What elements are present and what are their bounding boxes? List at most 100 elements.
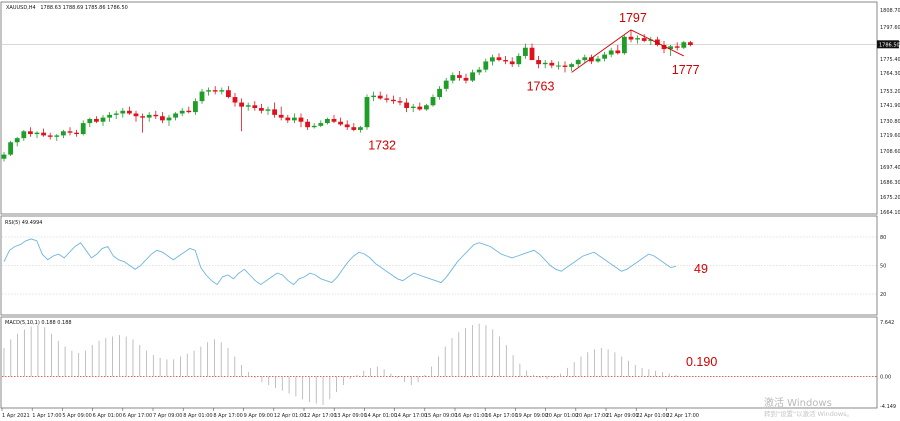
candle [80, 120, 86, 136]
candle-body [688, 42, 693, 45]
candle-body [285, 117, 291, 121]
price-axis: 1808.70 1797.60 1786.50 1775.40 1764.30 1753.… [880, 8, 900, 216]
candle [133, 110, 139, 122]
candle-body [61, 131, 66, 136]
candle-body [179, 110, 185, 114]
candle-body [457, 75, 462, 78]
candle [358, 125, 363, 133]
candle [556, 61, 561, 70]
candle-body [404, 102, 409, 109]
time-tick-label: 16 Apr 01:00 [455, 413, 488, 419]
time-tick-label: 19 Apr 09:00 [515, 413, 548, 419]
candle-body [127, 110, 132, 114]
candle [483, 58, 489, 73]
candle-body [397, 101, 403, 103]
candle [338, 117, 343, 126]
candle-body [344, 124, 350, 128]
price-tick-label: 1675.20 [880, 195, 900, 201]
rsi-level-label: 20 [880, 292, 886, 298]
candle [424, 103, 429, 111]
candle [595, 55, 601, 63]
time-tick-label: 8 Apr 01:00 [183, 413, 212, 419]
candle [509, 57, 515, 67]
candle-body [496, 57, 502, 61]
candle-body [41, 132, 46, 136]
candle-body [219, 90, 225, 92]
price-tick-label: 1764.30 [880, 71, 900, 77]
candle-body [245, 105, 251, 107]
candle [34, 131, 40, 139]
candle-body [463, 77, 469, 81]
candle-body [503, 60, 508, 62]
candle [397, 97, 403, 106]
candle [457, 71, 462, 81]
candle-body [1, 154, 7, 159]
candle [120, 108, 126, 118]
candle [470, 69, 475, 82]
candle [377, 91, 383, 100]
time-tick-label: 5 Apr 09:00 [62, 413, 91, 419]
candle-body [556, 65, 561, 67]
candle-body [351, 127, 357, 130]
time-tick-label: 15 Apr 09:00 [425, 413, 458, 419]
trendline [571, 29, 632, 73]
candle-body [292, 117, 297, 121]
macd-histogram [3, 323, 677, 405]
candle [641, 34, 647, 43]
candle [628, 29, 634, 43]
candle [430, 94, 436, 107]
candle-body [615, 50, 621, 54]
price-tick-label: 1708.60 [880, 149, 900, 155]
activation-watermark-title: 激活 Windows [764, 396, 832, 409]
candle-body [28, 131, 33, 135]
candle [615, 44, 621, 55]
candle-body [338, 121, 343, 125]
candle [67, 127, 73, 136]
time-tick-label: 7 Apr 09:00 [153, 413, 182, 419]
candle [503, 55, 508, 65]
candle [516, 53, 522, 67]
candle [206, 87, 211, 96]
price-panel-frame [0, 1, 878, 215]
candle [655, 36, 660, 47]
candle-body [582, 57, 588, 61]
candle [325, 117, 330, 125]
candle-body [298, 117, 304, 122]
candle [47, 132, 53, 140]
candle [569, 62, 574, 72]
price-annotations: 1797 1763 1732 1777 [368, 11, 699, 152]
macd-tick-label: 0.00 [880, 374, 891, 380]
price-annotation: 1777 [672, 63, 700, 77]
candle-body [608, 50, 614, 55]
candle-body [569, 64, 574, 67]
candle-body [140, 116, 145, 118]
candle-body [8, 142, 13, 155]
candle-body [595, 58, 601, 62]
candle-body [424, 105, 429, 110]
candle-body [358, 127, 363, 130]
candle-body [470, 72, 475, 81]
candle-body [14, 138, 20, 143]
candle [61, 129, 66, 139]
candle-body [417, 106, 423, 110]
candle-body [278, 114, 284, 118]
time-tick-label: 14 Apr 01:00 [364, 413, 397, 419]
candle [212, 86, 218, 95]
macd-tick-label: -4.149 [880, 404, 896, 410]
candle-body [331, 118, 337, 122]
candle [450, 72, 456, 84]
price-tick-label: 1775.40 [880, 57, 900, 63]
candle-body [206, 90, 211, 92]
time-tick-label: 16 Apr 17:00 [485, 413, 518, 419]
time-tick-label: 6 Apr 01:00 [93, 413, 122, 419]
candle [463, 73, 469, 84]
candle-body [655, 39, 660, 45]
candle-body [226, 90, 231, 98]
candle [199, 88, 205, 104]
candle [622, 35, 627, 55]
candle [562, 61, 568, 73]
time-tick-label: 6 Apr 17:00 [123, 413, 152, 419]
candle [140, 113, 145, 133]
time-tick-label: 21 Apr 09:00 [606, 413, 639, 419]
candle-body [377, 95, 383, 99]
